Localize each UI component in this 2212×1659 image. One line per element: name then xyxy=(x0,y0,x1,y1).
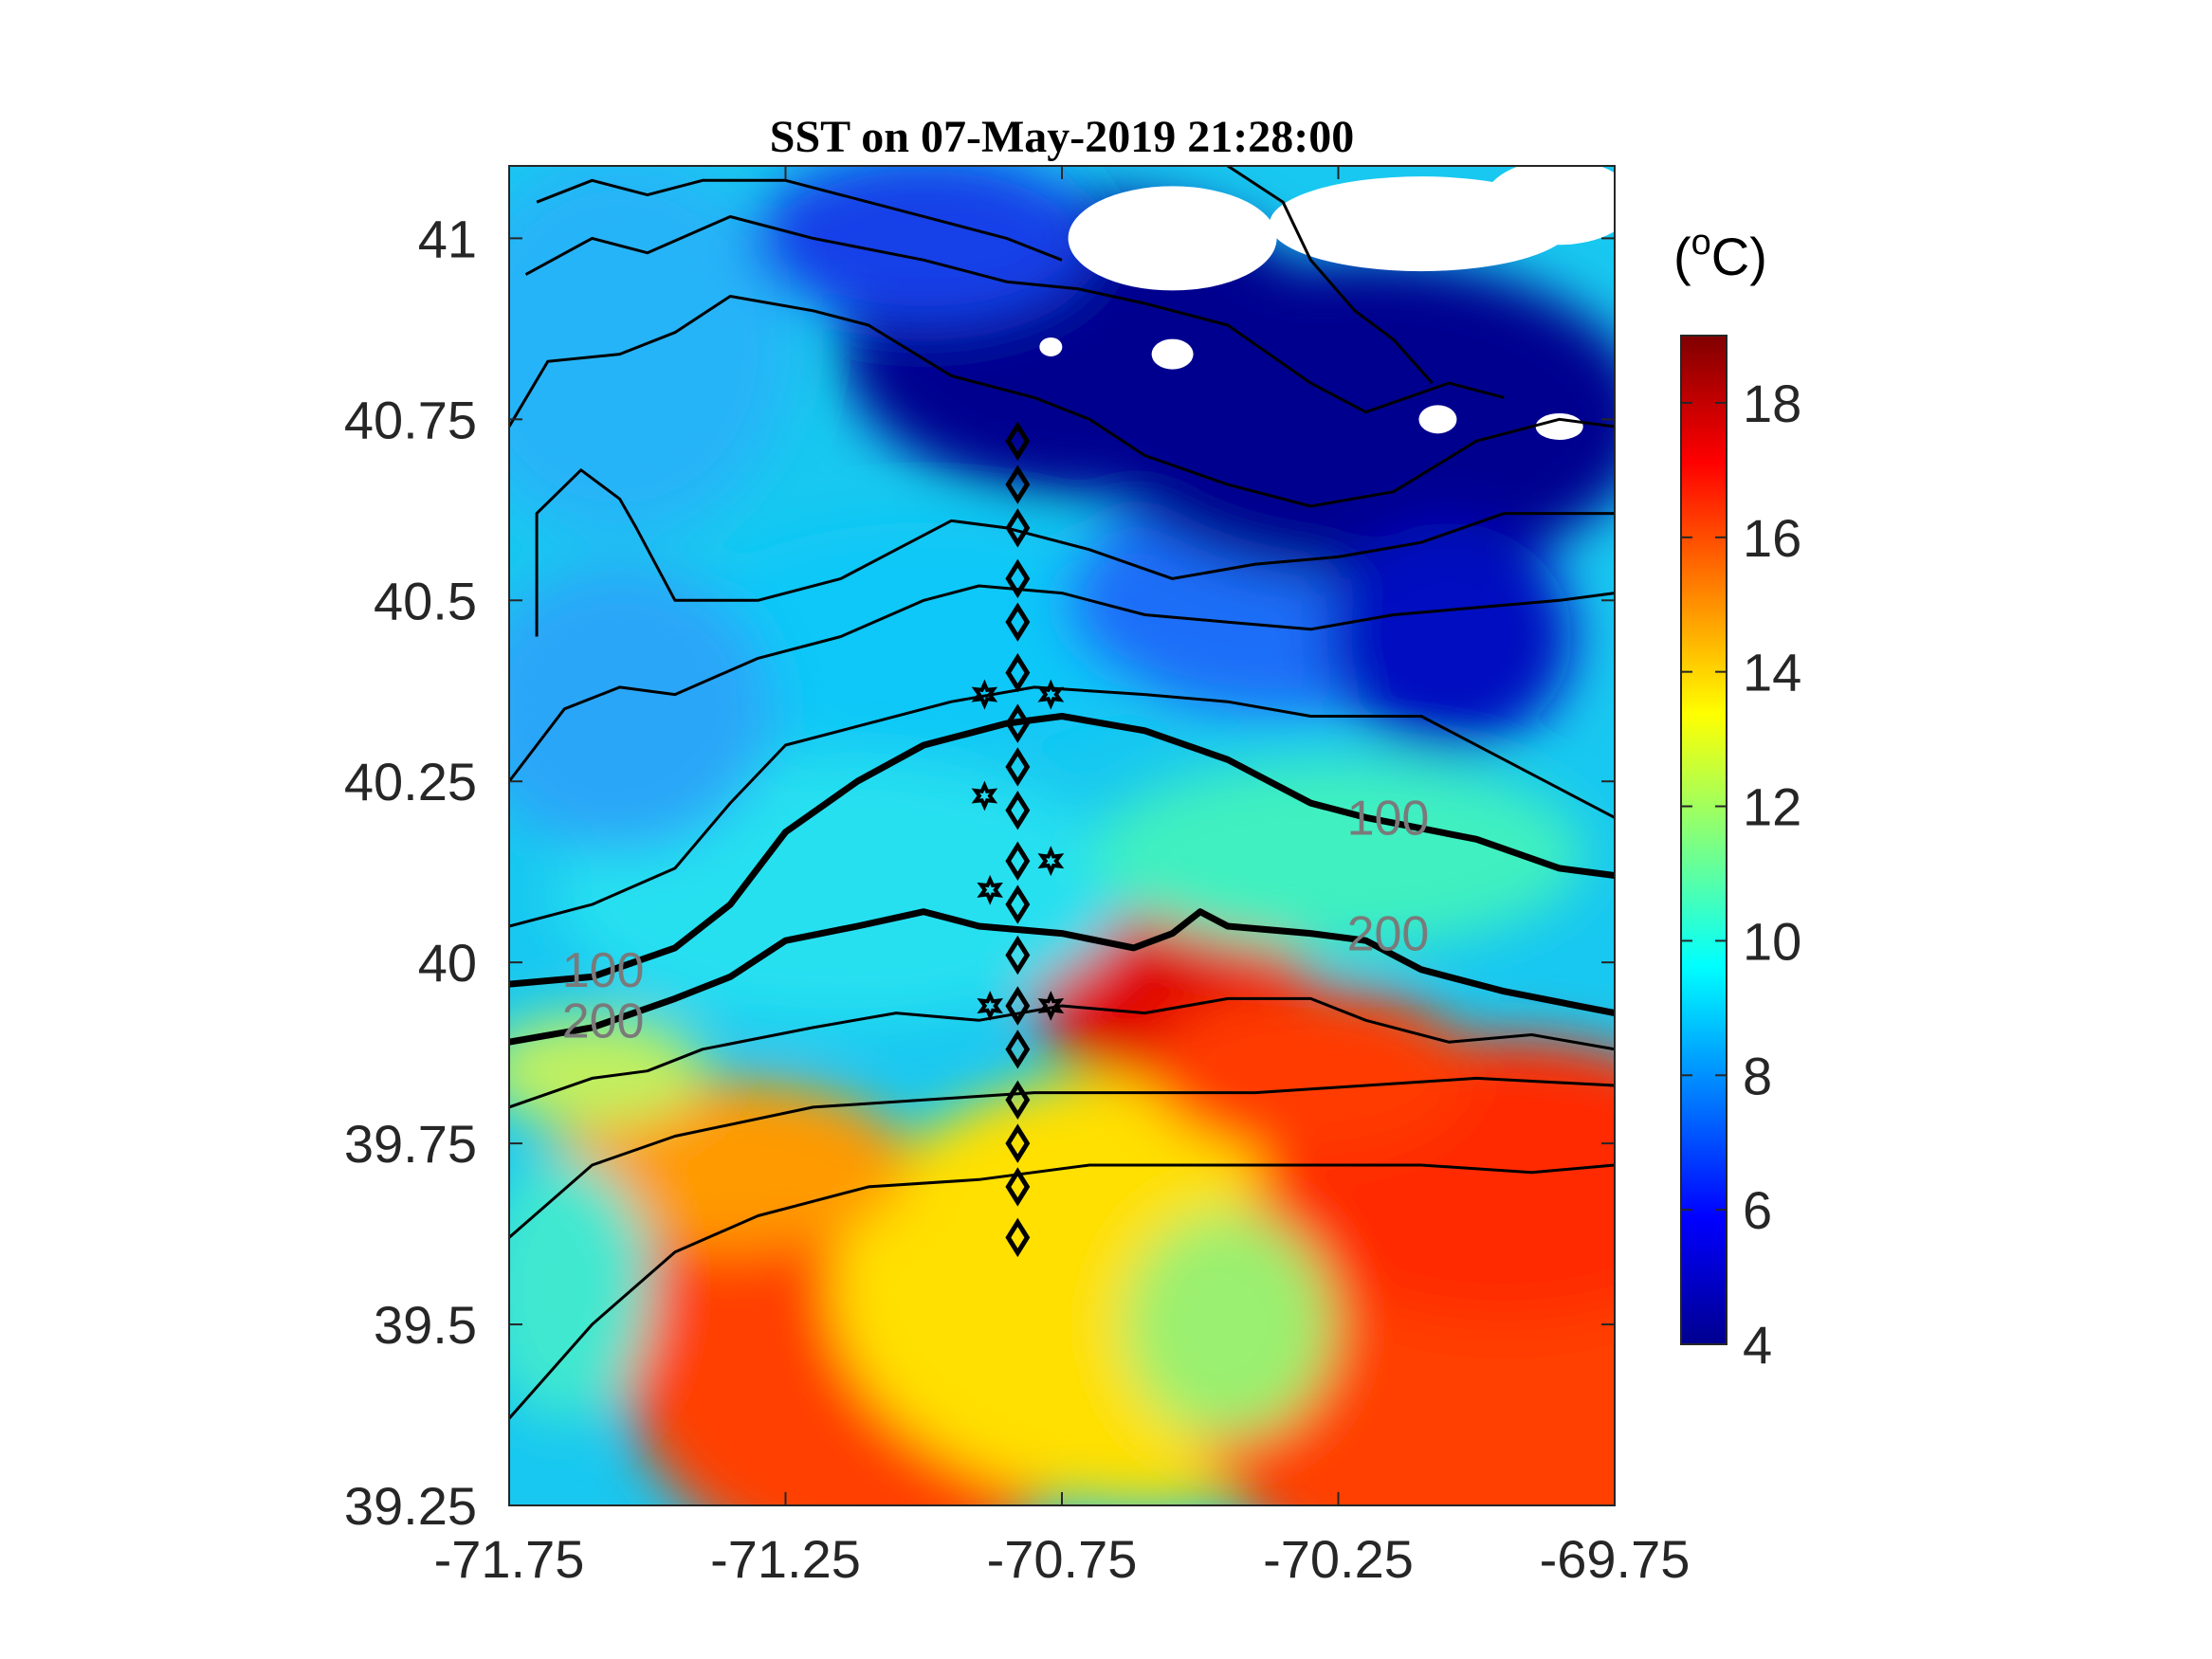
colorbar-tick-label: 18 xyxy=(1743,374,1801,433)
contour-line xyxy=(536,178,1063,262)
heatmap-cell xyxy=(509,166,791,537)
x-tick-label: -69.75 xyxy=(1540,1529,1691,1589)
colorbar-tick-label: 16 xyxy=(1743,508,1801,568)
x-tick-label: -71.75 xyxy=(434,1529,585,1589)
contour-label: 100 xyxy=(562,943,645,998)
station-diamond xyxy=(1005,747,1031,787)
colorbar-tick-label: 12 xyxy=(1743,777,1801,837)
station-star xyxy=(977,991,1003,1021)
colorbar-tick-label: 14 xyxy=(1743,643,1801,702)
land-mask xyxy=(1068,186,1277,291)
land-mask xyxy=(1151,338,1194,370)
land-mask xyxy=(1039,337,1063,356)
y-tick-label: 41 xyxy=(418,209,477,268)
heatmap-cell xyxy=(1091,758,1585,949)
heatmap-cell xyxy=(1081,258,1615,581)
contour-line xyxy=(509,1163,1615,1420)
colorbar-gradient xyxy=(1680,335,1728,1345)
isobath-200 xyxy=(509,908,1615,1046)
x-tick-label: -70.75 xyxy=(987,1529,1138,1589)
land-mask xyxy=(1483,166,1615,246)
contour-line xyxy=(535,468,1615,637)
station-star xyxy=(1037,679,1065,710)
station-diamond xyxy=(1005,1123,1031,1163)
station-star xyxy=(977,874,1004,905)
unit-degree: o xyxy=(1691,223,1711,263)
y-tick-label: 39.75 xyxy=(344,1114,477,1174)
station-star xyxy=(1037,991,1065,1021)
land-mask xyxy=(1535,412,1583,440)
contour-line xyxy=(509,1076,1615,1239)
heatmap-cell xyxy=(1149,985,1472,1157)
y-tick-label: 40.75 xyxy=(344,390,477,449)
station-markers xyxy=(971,421,1065,1258)
heatmap-cell xyxy=(1123,1211,1332,1439)
station-diamond xyxy=(1005,652,1031,693)
heatmap-cell xyxy=(509,566,772,851)
station-diamond xyxy=(1005,508,1031,548)
heatmap-cell xyxy=(509,1155,650,1421)
y-tick-label: 40 xyxy=(418,933,477,993)
isobath-100 xyxy=(509,713,1615,988)
heatmap-cell xyxy=(509,1013,706,1128)
y-tick-label: 39.5 xyxy=(374,1295,477,1355)
y-tick-label: 40.5 xyxy=(374,571,477,630)
station-diamond xyxy=(1005,465,1031,504)
y-tick-label: 39.25 xyxy=(344,1476,477,1536)
station-diamond xyxy=(1005,986,1031,1026)
land-mask xyxy=(1418,405,1457,434)
station-diamond xyxy=(1005,421,1031,461)
axes: -71.75 -71.25 -70.75 -70.25 -69.75 39.25 39.5 3… xyxy=(344,166,1691,1589)
station-diamond xyxy=(1005,1030,1031,1069)
sst-heatmap xyxy=(509,166,1615,1505)
x-tick-label: -71.25 xyxy=(710,1529,861,1589)
station-diamond xyxy=(1005,1167,1031,1207)
colorbar-unit-label: (oC) xyxy=(1673,223,1767,286)
colorbar-tick-label: 6 xyxy=(1743,1180,1772,1240)
colorbar-tick-label: 10 xyxy=(1743,911,1801,971)
station-diamond xyxy=(1005,884,1031,924)
chart-title: SST on 07-May-2019 21:28:00 xyxy=(770,112,1354,162)
contour-label: 200 xyxy=(562,994,645,1048)
colorbar-tick-label: 8 xyxy=(1743,1046,1772,1105)
contour-line xyxy=(509,996,1615,1109)
colorbar: (oC) 4 6 8 10 12 14 16 18 xyxy=(1673,223,1801,1375)
heatmap-field xyxy=(509,166,1615,1505)
station-diamond xyxy=(1005,558,1031,599)
unit-open: ( xyxy=(1673,227,1691,286)
contour-line xyxy=(1227,166,1434,385)
station-diamond xyxy=(1005,935,1031,975)
station-diamond xyxy=(1005,703,1031,743)
colorbar-tick-label: 4 xyxy=(1743,1315,1772,1375)
contour-line xyxy=(509,295,1615,508)
heatmap-cell xyxy=(753,166,1095,324)
x-tick-label: -70.25 xyxy=(1263,1529,1414,1589)
station-diamond xyxy=(1005,602,1031,642)
contour-label: 200 xyxy=(1347,907,1430,962)
contour-line xyxy=(509,685,1615,928)
unit-celsius: C) xyxy=(1711,227,1767,286)
station-star xyxy=(971,679,998,710)
y-tick-label: 40.25 xyxy=(344,752,477,811)
station-diamond xyxy=(1005,841,1031,881)
contour-label: 100 xyxy=(1347,791,1430,846)
contour-line xyxy=(524,215,1505,414)
heatmap-cell xyxy=(1325,522,1573,751)
station-star xyxy=(1037,846,1065,877)
station-diamond xyxy=(1005,1217,1031,1258)
station-diamond xyxy=(1005,791,1031,830)
station-diamond xyxy=(1005,1080,1031,1120)
station-star xyxy=(971,780,998,811)
